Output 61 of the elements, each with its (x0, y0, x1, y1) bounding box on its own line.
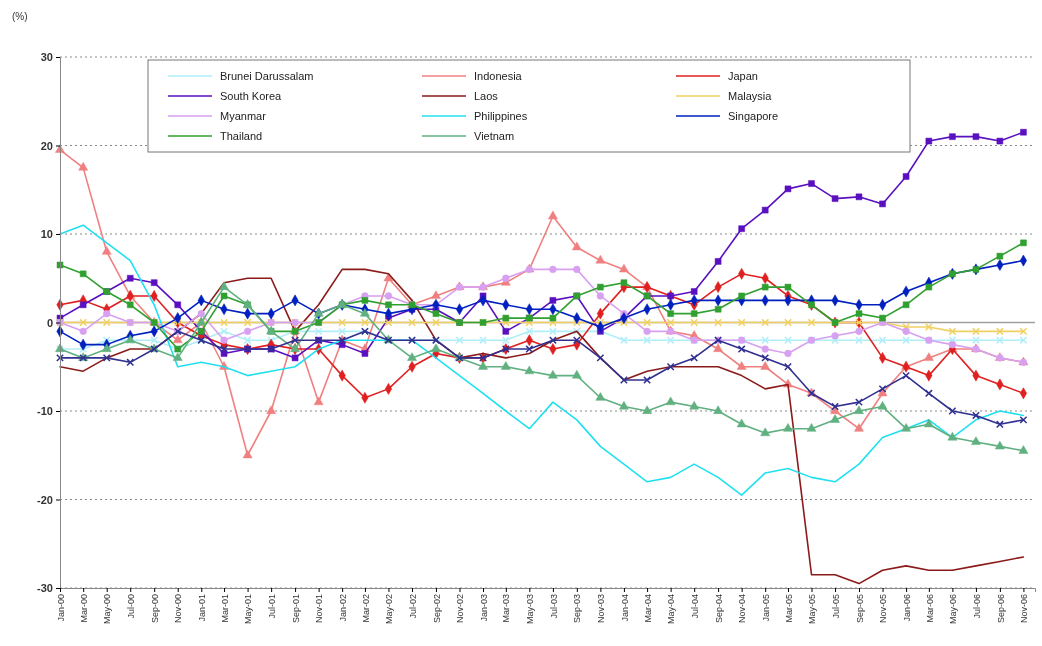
y-tick-label: 20 (40, 139, 53, 152)
x-tick-label: May-02 (384, 594, 395, 625)
x-tick-label: Mar-04 (642, 594, 653, 623)
legend-label: Indonesia (474, 70, 523, 82)
legend-label: Thailand (220, 130, 263, 142)
legend-label: Laos (474, 90, 499, 102)
legend-label: South Korea (220, 90, 283, 102)
x-tick-label: Mar-02 (360, 594, 371, 623)
x-tick-label: Nov-05 (878, 594, 889, 624)
x-tick-label: Jan-06 (901, 594, 912, 622)
x-tick-label: Nov-04 (737, 594, 748, 624)
x-tick-label: Mar-06 (924, 594, 935, 623)
x-tick-label: May-04 (666, 594, 677, 625)
x-tick-label: Nov-06 (1019, 594, 1030, 624)
x-tick-label: Sep-00 (149, 594, 160, 624)
x-tick-label: Sep-03 (572, 594, 583, 624)
y-tick-label: 30 (40, 51, 53, 64)
x-tick-label: Sep-02 (431, 594, 442, 624)
y-tick-label: -10 (37, 405, 53, 418)
legend-label: Myanmar (220, 110, 267, 122)
x-tick-label: May-00 (102, 594, 113, 625)
x-tick-label: Jul-00 (125, 594, 136, 619)
x-tick-label: Jul-06 (971, 594, 982, 619)
legend-label: Singapore (728, 110, 779, 122)
x-tick-label: Jul-01 (266, 594, 277, 619)
x-tick-label: Jan-02 (337, 594, 348, 622)
x-tick-label: Nov-02 (455, 594, 466, 624)
y-axis-title: (%) (12, 11, 28, 22)
legend-label: Malaysia (728, 90, 773, 102)
x-tick-label: May-03 (525, 594, 536, 625)
x-tick-label: Nov-00 (173, 594, 184, 624)
y-tick-label: -30 (37, 582, 53, 595)
legend-label: Philippines (474, 110, 528, 122)
x-tick-label: Sep-06 (995, 594, 1006, 624)
x-tick-label: Nov-03 (596, 594, 607, 624)
y-tick-label: -20 (37, 493, 53, 506)
y-tick-label: 0 (46, 316, 53, 329)
legend-label: Vietnam (474, 130, 515, 142)
x-tick-label: Jan-00 (55, 594, 66, 622)
x-tick-label: Sep-01 (290, 594, 301, 624)
x-tick-label: Jan-01 (196, 594, 207, 622)
x-tick-label: Mar-05 (783, 594, 794, 623)
x-tick-label: Sep-04 (713, 594, 724, 624)
x-tick-label: Mar-01 (219, 594, 230, 623)
x-tick-label: Jul-05 (830, 594, 841, 619)
x-tick-label: Jul-04 (689, 594, 700, 619)
legend-label: Brunei Darussalam (220, 70, 314, 82)
legend-label: Japan (728, 70, 758, 82)
x-tick-label: Jan-04 (619, 594, 630, 622)
x-tick-label: May-01 (243, 594, 254, 625)
y-tick-label: 10 (40, 228, 53, 241)
x-tick-label: Jan-05 (760, 594, 771, 622)
x-tick-label: Sep-05 (854, 594, 865, 624)
x-tick-label: Jan-03 (478, 594, 489, 622)
x-tick-label: Mar-00 (78, 594, 89, 623)
x-tick-label: May-06 (948, 594, 959, 625)
x-tick-label: Nov-01 (314, 594, 325, 624)
x-tick-label: Mar-03 (501, 594, 512, 623)
x-tick-label: Jul-03 (548, 594, 559, 619)
x-tick-label: May-05 (807, 594, 818, 625)
x-tick-label: Jul-02 (407, 594, 418, 619)
